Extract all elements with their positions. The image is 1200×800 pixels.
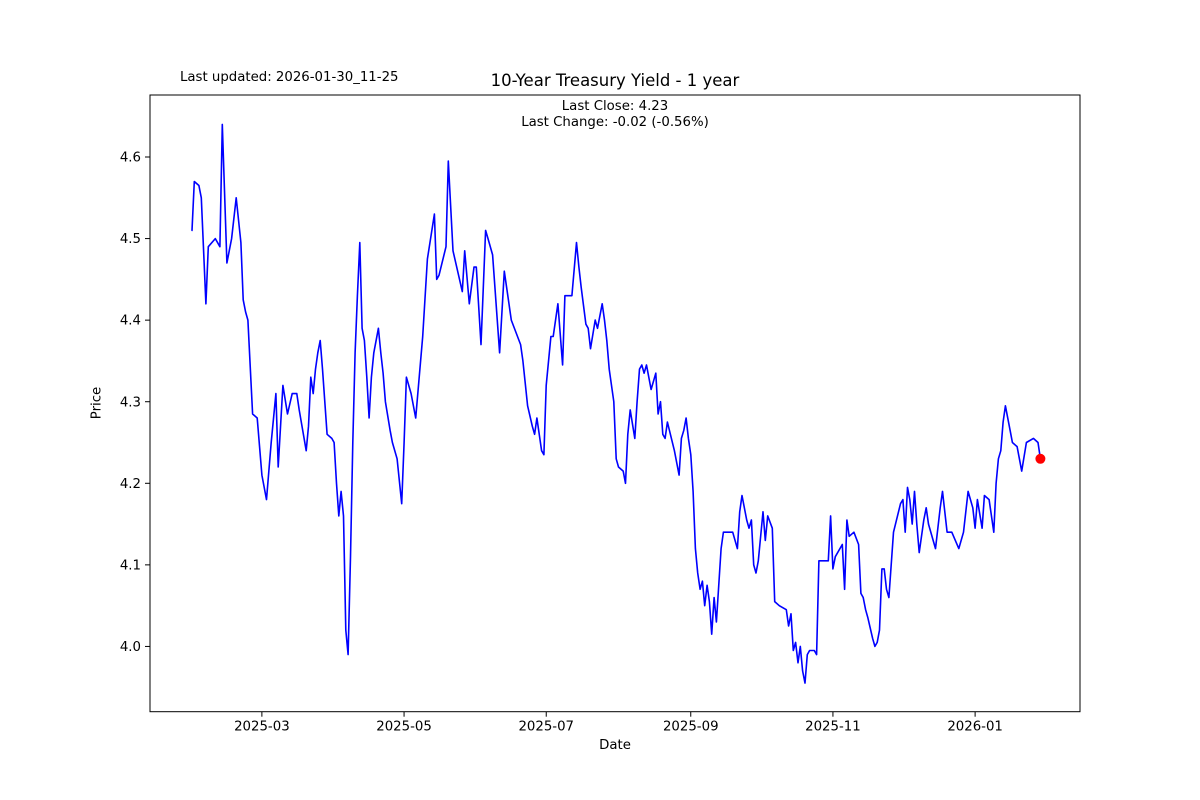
- y-tick-label: 4.6: [120, 151, 141, 166]
- x-tick-label: 2026-01: [947, 720, 1003, 735]
- chart-title: 10-Year Treasury Yield - 1 year: [490, 71, 740, 90]
- plot-frame: [149, 94, 1081, 713]
- y-tick-label: 4.2: [120, 477, 141, 492]
- x-tick-label: 2025-09: [663, 720, 719, 735]
- x-tick-label: 2025-05: [376, 720, 432, 735]
- last-updated-text: Last updated: 2026-01-30_11-25: [180, 70, 399, 85]
- last-close-marker: [1035, 453, 1046, 464]
- x-tick-label: 2025-03: [234, 720, 290, 735]
- last-change-annotation: Last Change: -0.02 (-0.56%): [521, 114, 709, 130]
- price-line: [191, 123, 1042, 684]
- y-tick-label: 4.4: [120, 314, 141, 329]
- y-axis-label: Price: [89, 386, 105, 420]
- y-tick-label: 4.3: [120, 395, 141, 410]
- last-close-annotation: Last Close: 4.23: [561, 99, 669, 114]
- y-tick-label: 4.5: [120, 232, 141, 247]
- x-axis-label: Date: [599, 738, 631, 753]
- y-tick-label: 4.1: [120, 558, 141, 573]
- y-tick-label: 4.0: [120, 640, 141, 655]
- x-tick-label: 2025-07: [518, 720, 574, 735]
- x-tick-label: 2025-11: [805, 720, 861, 735]
